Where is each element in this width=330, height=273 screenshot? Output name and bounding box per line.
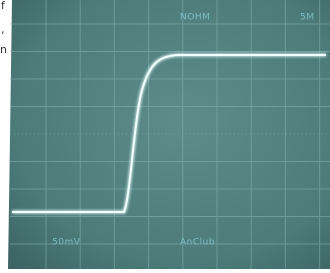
oscilloscope-photo: NOHM 5M 50mV AnClub f , n xyxy=(0,0,330,269)
margin-text: n xyxy=(0,43,7,56)
bottom-right-label: AnClub xyxy=(180,238,215,248)
top-left-label: NOHM xyxy=(180,13,210,23)
margin-text: , xyxy=(1,23,5,36)
top-right-label: 5M xyxy=(300,13,315,23)
scope-screen xyxy=(8,0,330,269)
bottom-left-label: 50mV xyxy=(52,238,81,248)
page: NOHM 5M 50mV AnClub f , n (() => { const… xyxy=(0,0,330,269)
